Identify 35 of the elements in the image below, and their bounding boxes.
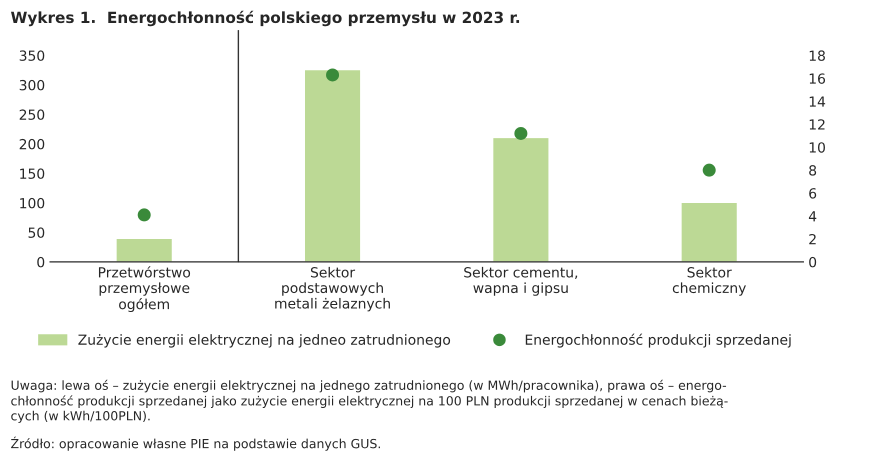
bar bbox=[680, 202, 738, 262]
bar bbox=[492, 136, 550, 262]
legend-label: Energochłonność produkcji sprzedanej bbox=[526, 334, 791, 348]
y2-tick-label: 14 bbox=[810, 96, 826, 107]
y2-tick-label: 6 bbox=[809, 188, 816, 199]
y-tick-label: 300 bbox=[20, 80, 44, 90]
point bbox=[326, 68, 340, 82]
bar bbox=[115, 238, 174, 262]
y-tick-label: 100 bbox=[20, 198, 44, 208]
x-tick-label: Sektor podstawowych metali żelaznych bbox=[275, 266, 390, 312]
x-tick-label: Sektor cementu, wapna i gipsu bbox=[464, 266, 578, 296]
x-tick-label: Przetwórstwo przemysłowe ogółem bbox=[98, 266, 190, 312]
point bbox=[702, 164, 716, 177]
y-tick-label: 250 bbox=[20, 109, 44, 120]
point bbox=[138, 208, 151, 222]
text: Uwaga: lewa oś – zużycie energii elektrycznej na jednego zatrudnionego (w MWh/pracownika), prawa oś – energo- chłonność produkcji sprzedanej jako zużycie energii elektrycznej na 100 PLN produkcji sprzedanej w cenach bieżą- cych (w kWh/100PLN). bbox=[11, 380, 728, 423]
y2-tick-label: 2 bbox=[809, 234, 816, 244]
y2-tick-label: 8 bbox=[809, 165, 816, 176]
y-tick-label: 0 bbox=[37, 256, 44, 268]
y2-tick-label: 10 bbox=[810, 142, 825, 153]
point bbox=[514, 126, 528, 140]
legend-label: Zużycie energii elektrycznej na jedneo zatrudnionego bbox=[78, 334, 450, 348]
y-tick-label: 50 bbox=[28, 227, 44, 238]
y2-tick-label: 4 bbox=[808, 211, 816, 222]
text: Źródło: opracowanie własne PIE na podstawie danych GUS. bbox=[11, 436, 380, 451]
y2-tick-label: 0 bbox=[809, 256, 816, 268]
y-tick-label: 150 bbox=[20, 168, 44, 179]
y2-tick-label: 12 bbox=[810, 119, 825, 130]
y2-tick-label: 18 bbox=[810, 50, 825, 61]
y-tick-label: 350 bbox=[20, 50, 44, 61]
chart-title: Wykres 1. Energochłonność polskiego przemysłu w 2023 r. bbox=[10, 10, 520, 26]
x-tick-label: Sektor chemiczny bbox=[672, 266, 746, 296]
y2-tick-label: 16 bbox=[810, 73, 826, 84]
y-tick-label: 200 bbox=[20, 138, 44, 150]
bar bbox=[304, 68, 362, 262]
